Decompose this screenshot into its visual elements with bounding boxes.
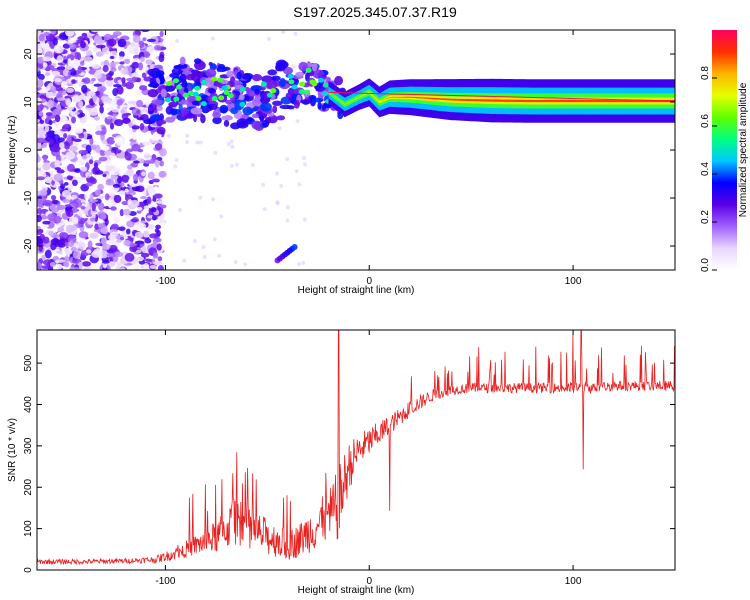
chart-title: S197.2025.345.07.37.R19	[293, 4, 457, 20]
snr-ytick-label: 500	[23, 354, 34, 371]
signal-ridge	[328, 78, 675, 123]
colorbar-tick-label: 0.8	[700, 66, 711, 80]
spectrogram-ytick-label: 0	[23, 147, 34, 153]
spectrogram-ylabel: Frequency (Hz)	[7, 116, 18, 185]
spectrogram-ytick-label: 10	[23, 96, 34, 108]
colorbar: 0.0 0.2 0.4 0.6 0.8 Normalized spectral ampl…	[700, 30, 749, 272]
snr-ytick-label: 100	[23, 520, 34, 537]
snr-ytick-label: 200	[23, 478, 34, 495]
snr-ytick-label: 0	[23, 567, 34, 573]
snr-xtick-label: 100	[565, 576, 582, 587]
spectrogram-ytick-label: 20	[23, 48, 34, 60]
colorbar-tick-label: 0.2	[700, 210, 711, 224]
snr-ytick-label: 400	[23, 396, 34, 413]
colorbar-tick-label: 0.0	[700, 258, 711, 272]
snr-xlabel: Height of straight line (km)	[298, 585, 415, 596]
colorbar-label: Normalized spectral amplitude	[738, 82, 749, 217]
noise-speckles	[37, 30, 308, 270]
colorbar-tick-label: 0.6	[700, 114, 711, 128]
spectrogram-xlabel: Height of straight line (km)	[298, 285, 415, 296]
colorbar-tick-label: 0.4	[700, 162, 711, 176]
snr-series-line	[37, 330, 675, 566]
snr-xtick-label: -100	[155, 576, 175, 587]
signal-blobs	[143, 56, 352, 132]
spectrogram-xtick-label: 0	[366, 276, 372, 287]
snr-frame	[36, 329, 676, 571]
spectrogram-xtick-label: -100	[155, 276, 175, 287]
spectrogram-xtick-label: 100	[565, 276, 582, 287]
spectrogram-ytick-label: -10	[23, 190, 34, 205]
snr-xtick-label: 0	[366, 576, 372, 587]
snr-panel: -100 0 100 0 100 200 300 400 500 Height of strai…	[7, 329, 676, 596]
snr-ytick-label: 300	[23, 437, 34, 454]
spectrogram-ytick-label: -20	[23, 238, 34, 253]
colorbar-scale	[712, 30, 737, 270]
snr-ylabel: SNR (10 * v/v)	[7, 418, 18, 482]
